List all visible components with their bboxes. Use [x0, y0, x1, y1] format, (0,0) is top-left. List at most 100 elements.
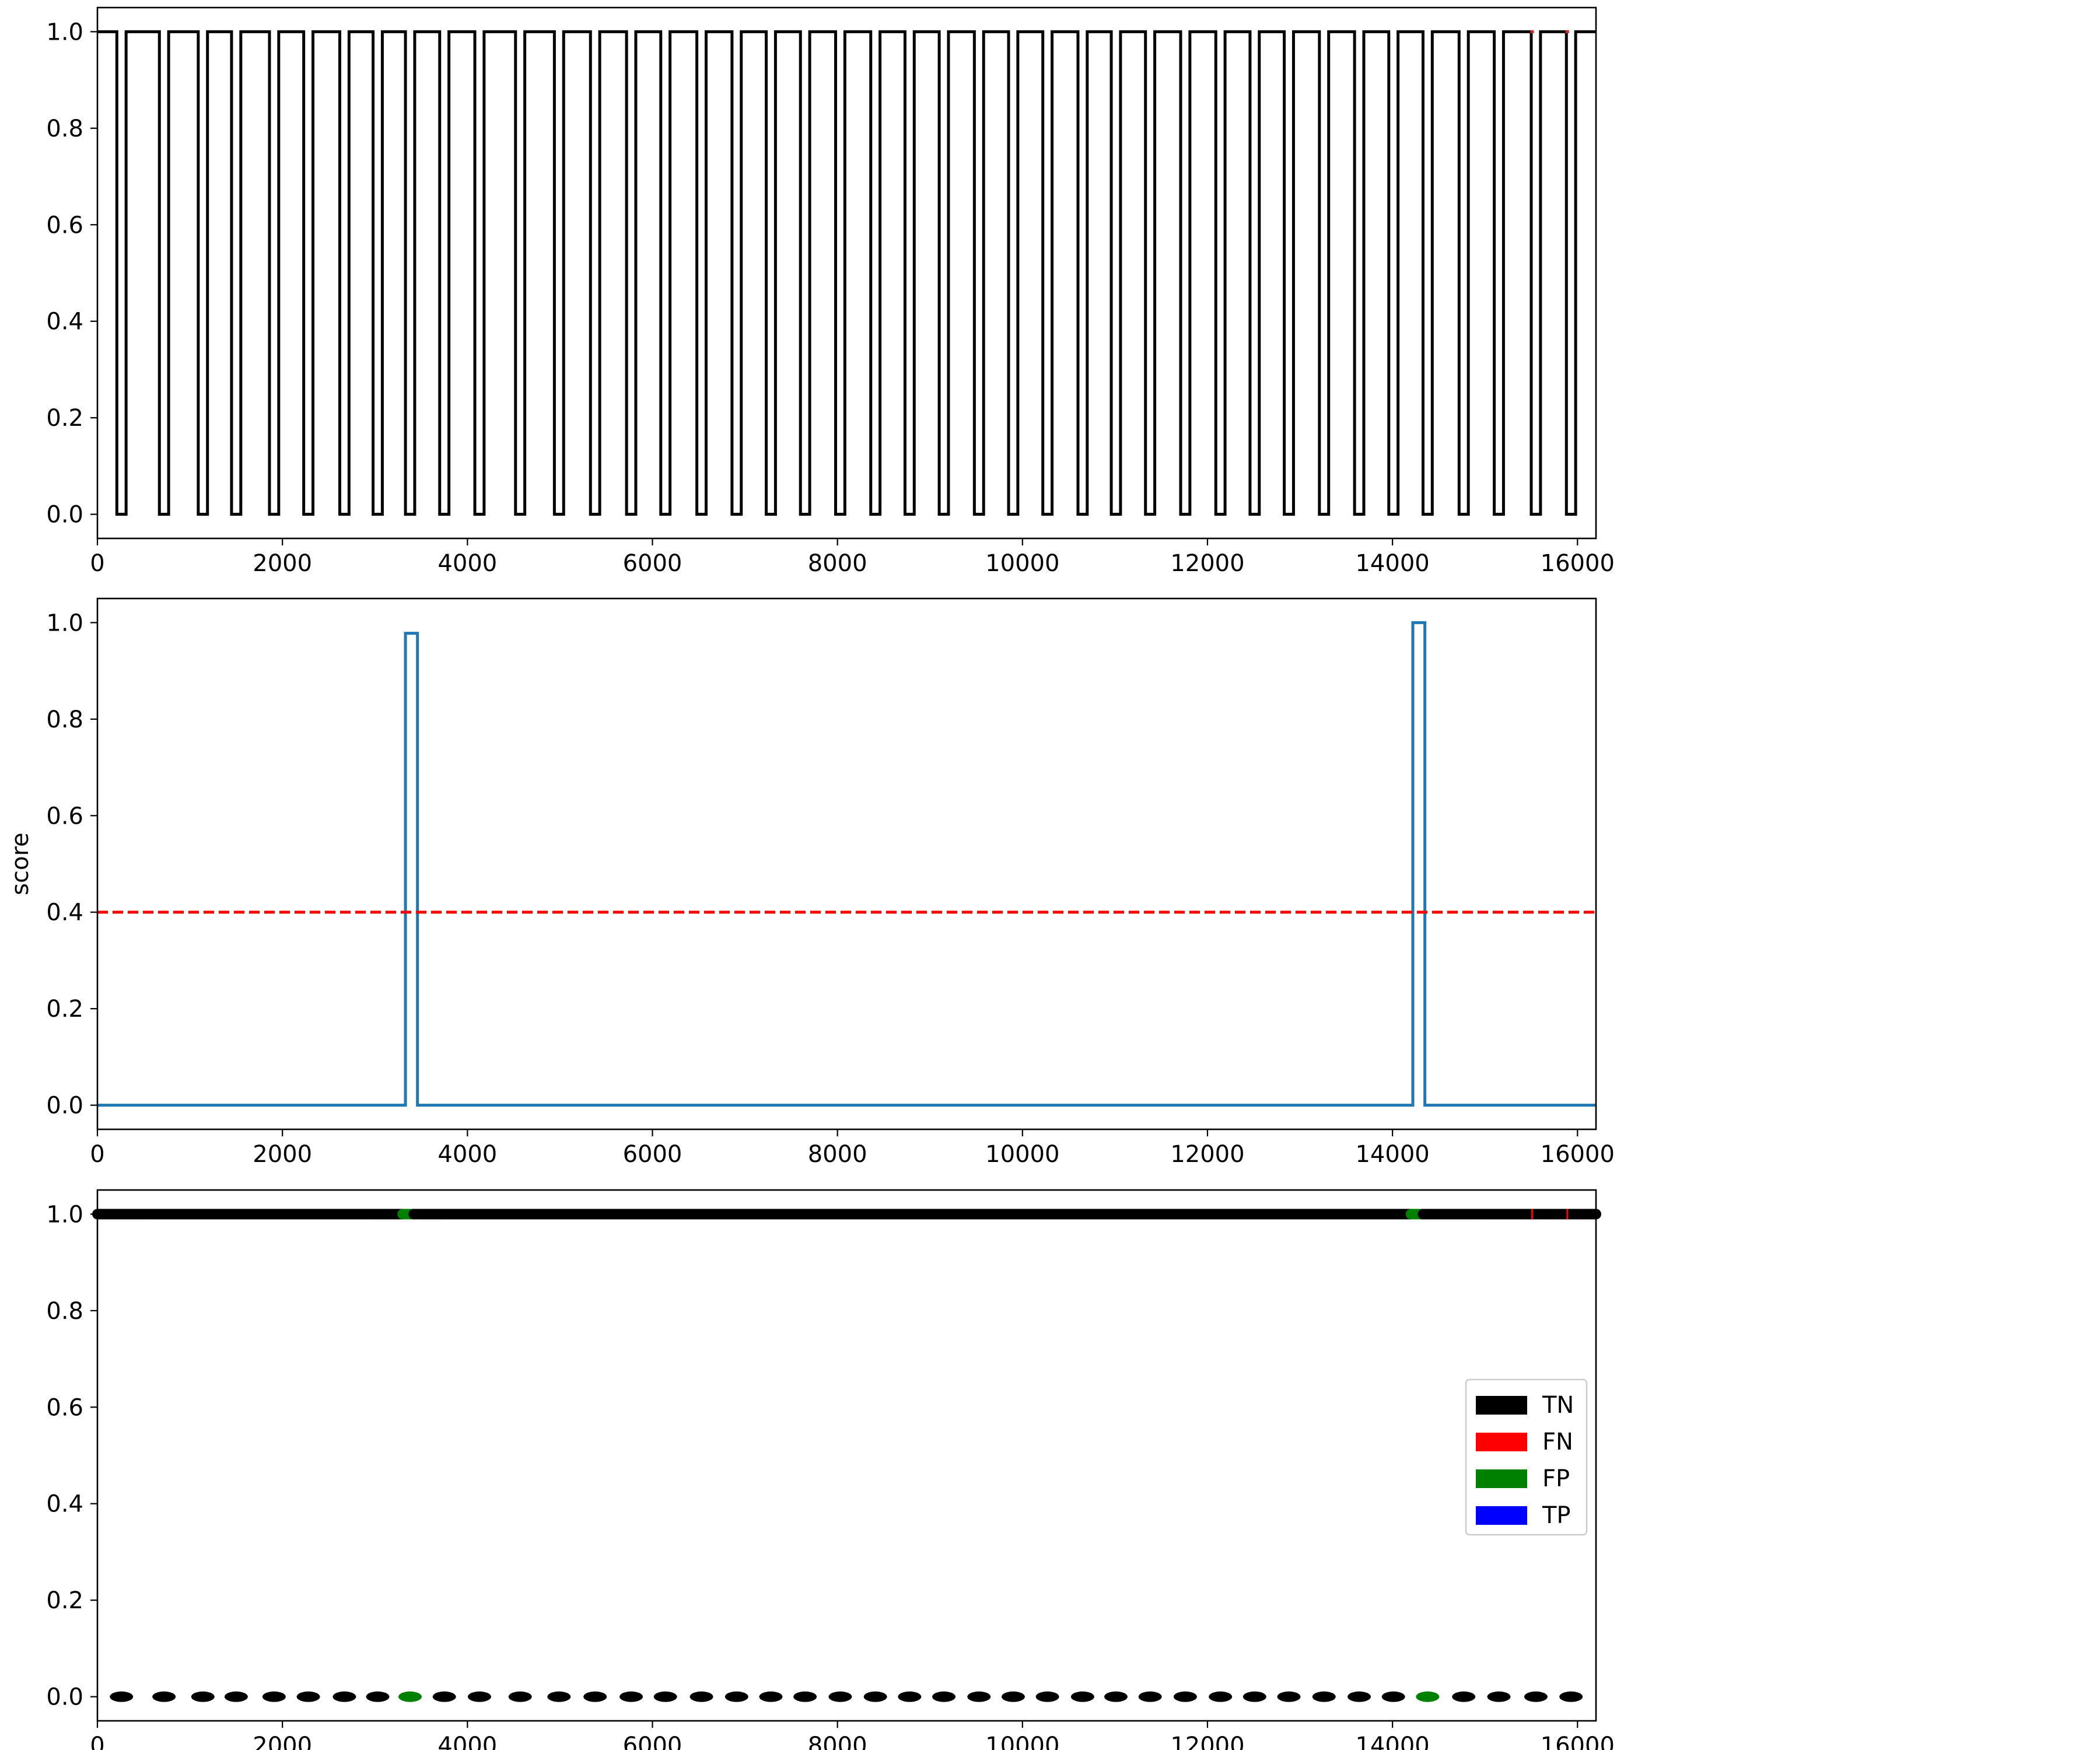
x-tick-label: 16000 — [1541, 1732, 1615, 1750]
x-tick-label: 14000 — [1355, 1732, 1429, 1750]
point-tn — [1209, 1691, 1233, 1702]
x-tick-label: 8000 — [808, 550, 867, 577]
point-tn — [1559, 1691, 1583, 1702]
y-tick-label: 1.0 — [46, 610, 83, 636]
x-tick-label: 10000 — [985, 1732, 1059, 1750]
x-tick-label: 6000 — [623, 550, 682, 577]
point-tn — [898, 1691, 922, 1702]
y-tick-label: 0.6 — [46, 212, 83, 239]
x-tick-label: 0 — [90, 1141, 104, 1168]
x-tick-label: 6000 — [623, 1732, 682, 1750]
point-tn — [224, 1691, 248, 1702]
y-tick-label: 0.2 — [46, 996, 83, 1023]
y-tick-label: 0.6 — [46, 1394, 83, 1421]
point-tn — [1173, 1691, 1197, 1702]
x-tick-label: 10000 — [985, 550, 1059, 577]
legend-box — [1465, 1378, 1588, 1536]
x-tick-label: 0 — [90, 550, 104, 577]
x-tick-label: 16000 — [1541, 550, 1615, 577]
x-tick-label: 8000 — [808, 1732, 867, 1750]
y-tick-label: 1.0 — [46, 1201, 83, 1228]
point-tn — [793, 1691, 817, 1702]
legend-swatch-tp — [1476, 1506, 1527, 1525]
point-tn — [1277, 1691, 1301, 1702]
plot-frame — [96, 597, 1597, 1130]
classification-panel: 0 2000 4000 6000 8000 10000 12000 14000 16000 0.0… — [46, 1189, 1615, 1750]
legend-label-tn: TN — [1542, 1392, 1574, 1419]
point-tn — [1312, 1691, 1336, 1702]
point-tn — [967, 1691, 991, 1702]
legend-label-tp: TP — [1542, 1502, 1571, 1529]
point-tn — [1070, 1691, 1094, 1702]
point-tn — [724, 1691, 748, 1702]
point-tn — [1348, 1691, 1371, 1702]
point-tn — [1104, 1691, 1128, 1702]
y-tick-label: 0.6 — [46, 803, 83, 830]
y-tick-label: 0.8 — [46, 116, 83, 142]
plot-frame — [96, 6, 1597, 540]
x-tick-label: 8000 — [808, 1141, 867, 1168]
y-tick-label: 0.0 — [46, 1093, 83, 1119]
x-tick-label: 4000 — [438, 1141, 497, 1168]
x-tick-label: 2000 — [253, 550, 312, 577]
x-tick-label: 4000 — [438, 1732, 497, 1750]
point-tn — [547, 1691, 571, 1702]
point-tn — [932, 1691, 956, 1702]
x-tick-label: 12000 — [1170, 1732, 1244, 1750]
legend-swatch-tn — [1476, 1396, 1527, 1415]
point-tn — [152, 1691, 176, 1702]
point-tn — [332, 1691, 356, 1702]
y-tick-label: 0.2 — [46, 1587, 83, 1614]
y-tick-label: 0.0 — [46, 1684, 83, 1711]
point-tn — [110, 1691, 134, 1702]
y-axis-label: score — [7, 832, 34, 895]
legend-swatch-fp — [1476, 1469, 1527, 1488]
point-fp — [1416, 1691, 1440, 1702]
point-tn — [296, 1691, 320, 1702]
y-tick-label: 0.8 — [46, 706, 83, 733]
x-tick-label: 16000 — [1541, 1141, 1615, 1168]
point-tn — [1035, 1691, 1059, 1702]
point-tn — [1381, 1691, 1405, 1702]
label-series-line — [97, 30, 1596, 516]
plot-frame — [96, 1189, 1597, 1722]
y-tick-label: 0.2 — [46, 405, 83, 432]
point-tn — [1001, 1691, 1025, 1702]
score-series-line — [97, 621, 1596, 1107]
point-tn — [467, 1691, 491, 1702]
x-tick-label: 2000 — [253, 1732, 312, 1750]
point-tn — [620, 1691, 643, 1702]
x-tick-label: 10000 — [985, 1141, 1059, 1168]
x-tick-label: 0 — [90, 1732, 104, 1750]
point-tn — [366, 1691, 390, 1702]
x-tick-label: 2000 — [253, 1141, 312, 1168]
y-tick-label: 0.4 — [46, 900, 83, 926]
y-tick-label: 0.0 — [46, 502, 83, 528]
point-tn — [262, 1691, 286, 1702]
point-tn — [690, 1691, 713, 1702]
legend: TN FN FP TP — [1465, 1378, 1588, 1536]
legend-swatch-fn — [1476, 1433, 1527, 1451]
x-tick-label: 6000 — [623, 1141, 682, 1168]
point-tn — [1452, 1691, 1476, 1702]
score-panel: 0 2000 4000 6000 8000 10000 12000 14000 16000 0.0… — [7, 597, 1615, 1168]
y-tick-label: 0.4 — [46, 309, 83, 335]
point-tn — [863, 1691, 887, 1702]
point-tn — [1138, 1691, 1162, 1702]
point-tn — [828, 1691, 852, 1702]
point-tn — [191, 1691, 215, 1702]
y-tick-label: 1.0 — [46, 19, 83, 46]
x-tick-label: 12000 — [1170, 1141, 1244, 1168]
point-tn — [432, 1691, 456, 1702]
x-tick-label: 14000 — [1355, 550, 1429, 577]
y-tick-label: 0.4 — [46, 1491, 83, 1518]
point-tn — [1242, 1691, 1266, 1702]
point-tn — [1524, 1691, 1548, 1702]
x-tick-label: 14000 — [1355, 1141, 1429, 1168]
x-tick-label: 4000 — [438, 550, 497, 577]
x-tick-label: 12000 — [1170, 550, 1244, 577]
point-tn — [583, 1691, 607, 1702]
point-fp — [398, 1691, 422, 1702]
point-tn — [653, 1691, 677, 1702]
